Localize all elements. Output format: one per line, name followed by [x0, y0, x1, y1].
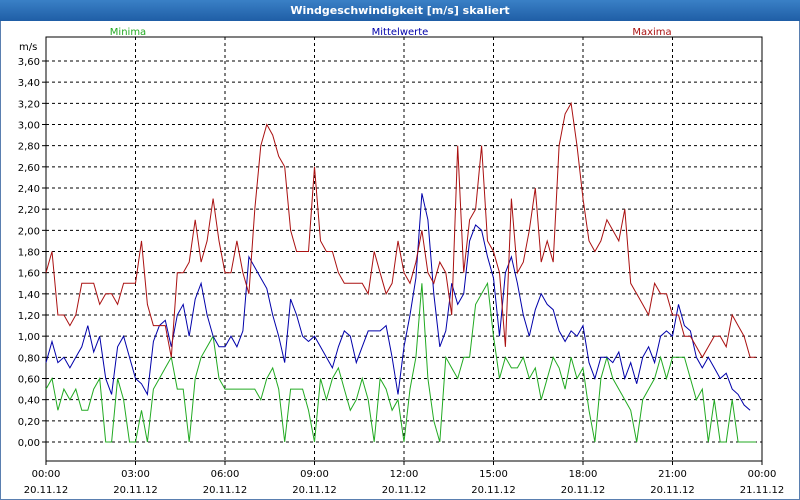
y-tick-label: 3,00: [18, 121, 40, 132]
x-tick-time-label: 18:00: [569, 469, 598, 480]
y-tick-label: 0,00: [18, 438, 40, 449]
y-tick-label: 2,60: [18, 163, 40, 174]
y-tick-label: 1,80: [18, 248, 40, 259]
y-tick-label: 1,00: [18, 332, 40, 343]
x-tick-time-label: 00:00: [748, 469, 777, 480]
series-line-maxima: [45, 101, 756, 359]
y-tick-label: 0,40: [18, 396, 40, 407]
y-tick-label: 0,80: [18, 353, 40, 364]
legend-maxima: Maxima: [632, 27, 672, 38]
x-tick-date-label: 20.11.12: [24, 485, 69, 496]
x-tick-time-label: 15:00: [479, 469, 508, 480]
x-tick-date-label: 20.11.12: [203, 485, 248, 496]
x-tick-time-label: 21:00: [658, 469, 687, 480]
series-line-mittelwerte: [45, 193, 751, 411]
y-tick-label: 1,20: [18, 311, 40, 322]
y-tick-label: 0,20: [18, 417, 40, 428]
chart-plot: 0,00 0,20 0,40 0,60 0,80 1,00 1,20 1,40 1,60 1,80…: [18, 36, 785, 496]
x-tick-date-label: 21.11.12: [740, 485, 785, 496]
y-tick-label: 3,40: [18, 78, 40, 89]
x-tick-date-label: 20.11.12: [113, 485, 158, 496]
y-tick-label: 2,40: [18, 184, 40, 195]
x-tick-date-label: 20.11.12: [292, 485, 337, 496]
chart-title: Windgeschwindigkeit [m/s] skaliert: [0, 0, 800, 21]
y-axis-unit-label: m/s: [19, 42, 38, 53]
y-tick-label: 0,60: [18, 375, 40, 386]
legend-mittelwerte: Mittelwerte: [371, 27, 429, 38]
y-tick-label: 1,40: [18, 290, 40, 301]
series-line-minima: [45, 281, 756, 443]
y-tick-label: 1,60: [18, 269, 40, 280]
x-tick-time-label: 06:00: [211, 469, 240, 480]
y-tick-label: 2,00: [18, 226, 40, 237]
x-tick-date-label: 20.11.12: [561, 485, 606, 496]
x-tick-date-label: 20.11.12: [471, 485, 516, 496]
y-tick-label: 2,20: [18, 205, 40, 216]
x-tick-time-label: 03:00: [121, 469, 150, 480]
x-tick-date-label: 20.11.12: [650, 485, 695, 496]
legend-minima: Minima: [109, 27, 147, 38]
y-tick-label: 3,60: [18, 57, 40, 68]
x-tick-time-label: 00:00: [32, 469, 61, 480]
x-tick-time-label: 12:00: [390, 469, 419, 480]
x-tick-time-label: 09:00: [300, 469, 329, 480]
y-tick-label: 2,80: [18, 142, 40, 153]
x-tick-date-label: 20.11.12: [382, 485, 427, 496]
y-tick-label: 3,20: [18, 99, 40, 110]
